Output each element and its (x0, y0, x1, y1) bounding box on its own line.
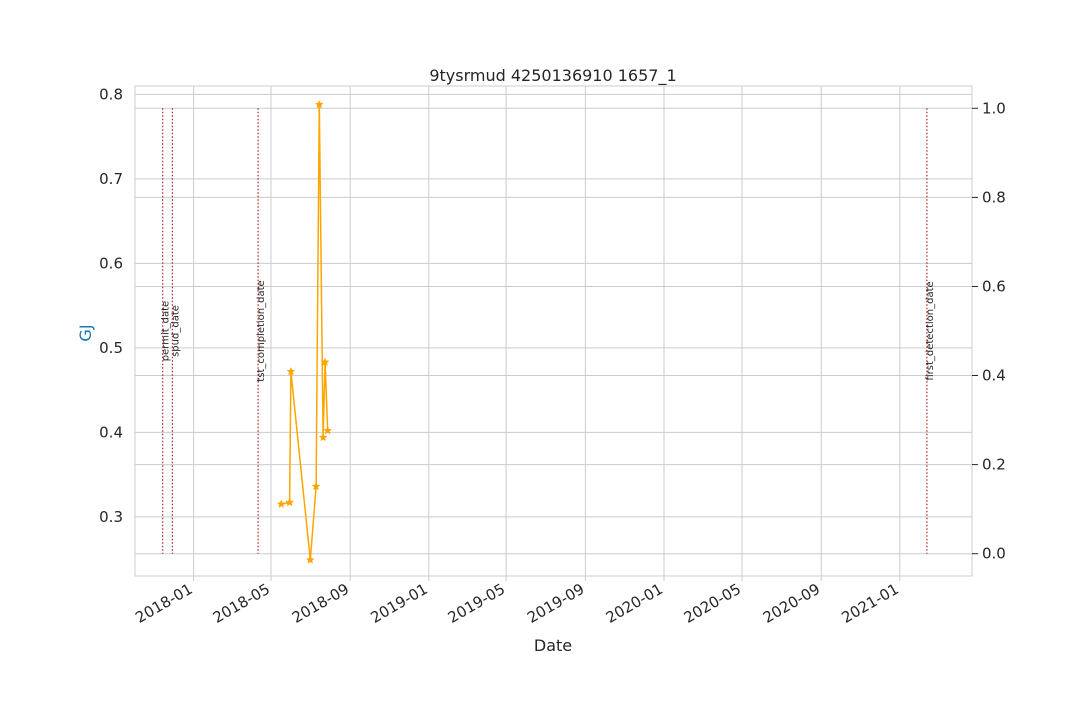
x-tick-label: 2020-05 (681, 580, 744, 627)
y-right-tick-label: 1.0 (982, 99, 1006, 117)
y-left-tick-label: 0.3 (99, 508, 123, 526)
x-axis-ticks: 2018-01 2018-05 2018-09 2019-01 2019-05 2019-… (132, 576, 902, 627)
x-tick-label: 2018-01 (132, 580, 195, 627)
x-tick-label: 2020-01 (603, 580, 666, 627)
data-point (286, 366, 296, 376)
x-tick-label: 2018-09 (289, 580, 352, 627)
y-axis-left-ticks: 0.3 0.4 0.5 0.6 0.7 0.8 (99, 85, 123, 526)
y-left-tick-label: 0.4 (99, 423, 123, 441)
y-axis-label: GJ (76, 324, 95, 341)
data-point (305, 555, 315, 564)
y-left-tick-label: 0.5 (99, 339, 123, 357)
data-point (276, 499, 286, 508)
y-right-tick-label: 0.4 (982, 367, 1006, 385)
x-tick-label: 2020-09 (760, 580, 823, 627)
data-point (318, 432, 328, 442)
y-right-tick-label: 0.0 (982, 545, 1006, 563)
x-tick-label: 2019-05 (445, 580, 508, 627)
plot-area-frame (134, 85, 973, 577)
x-tick-label: 2018-05 (210, 580, 273, 627)
data-point (314, 99, 324, 109)
data-point (285, 497, 294, 507)
chart-title: 9tysrmud 4250136910 1657_1 (429, 66, 676, 86)
x-tick-label: 2019-01 (368, 580, 431, 627)
y-axis-right-ticks: 0.0 0.2 0.4 0.6 0.8 1.0 (972, 99, 1006, 563)
data-point (323, 426, 333, 435)
y-right-tick-label: 0.2 (982, 456, 1006, 474)
event-line-label: permit_date (161, 301, 172, 361)
event-line-label: first_detection_date (925, 281, 936, 380)
data-point (320, 357, 330, 367)
y-left-tick-label: 0.8 (99, 85, 123, 103)
y-left-tick-label: 0.7 (99, 170, 123, 188)
event-line-label: spud_date (170, 305, 181, 357)
y-left-tick-label: 0.6 (99, 254, 123, 272)
y-right-tick-label: 0.8 (982, 188, 1006, 206)
grid-lines (135, 86, 972, 576)
y-right-tick-label: 0.6 (982, 278, 1006, 296)
x-axis-label: Date (534, 636, 572, 655)
series-line (281, 104, 329, 560)
x-tick-label: 2021-01 (839, 580, 902, 627)
data-point (311, 481, 321, 491)
series-layer (276, 99, 333, 564)
event-line-label: tst_completion_date (256, 280, 267, 381)
x-tick-label: 2019-09 (524, 580, 587, 627)
